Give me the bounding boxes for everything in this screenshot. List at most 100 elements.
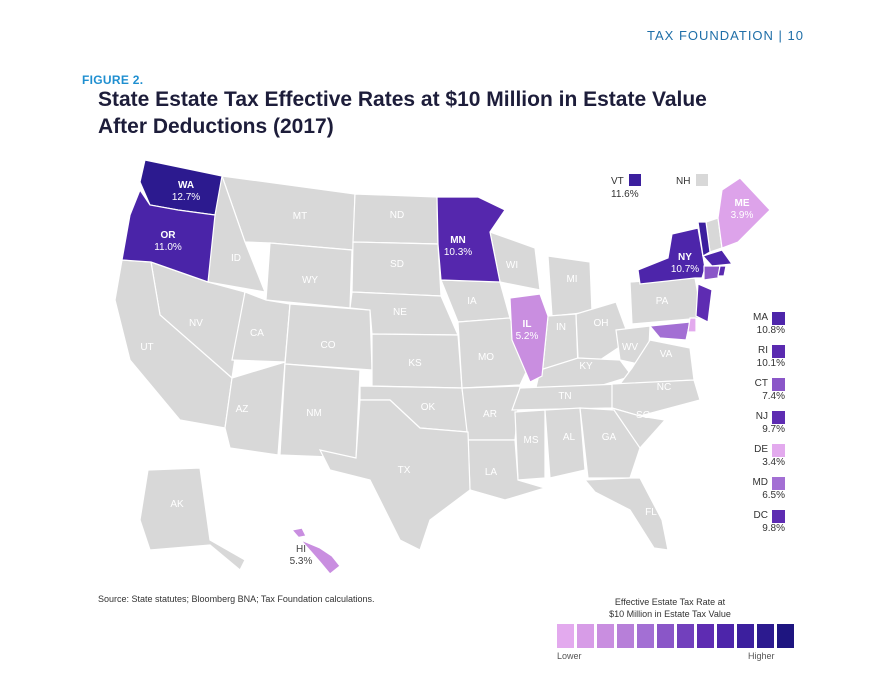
ne-rate: 10.1% (756, 358, 785, 369)
state-IL[interactable] (509, 293, 549, 383)
label-WA: WA (178, 180, 194, 191)
ne-swatch (772, 312, 785, 325)
label-AK: AK (170, 499, 184, 510)
label-CA: UT (140, 342, 153, 353)
state-NC[interactable] (611, 379, 701, 417)
ne-rate: 7.4% (762, 391, 785, 402)
scale-swatch (757, 624, 774, 648)
label-TX: TX (398, 465, 411, 476)
ne-abbr: NJ (755, 411, 768, 422)
state-MA[interactable] (701, 249, 734, 267)
state-HI[interactable] (290, 527, 341, 575)
figure-label: FIGURE 2. (82, 73, 144, 87)
label-SC: SC (636, 410, 650, 421)
ne-rate: 6.5% (762, 490, 785, 501)
label-WI: WI (506, 260, 518, 271)
figure-title: State Estate Tax Effective Rates at $10 … (98, 88, 707, 138)
label-MT: MT (293, 211, 307, 222)
state-OH[interactable] (575, 301, 631, 361)
label-MI: MI (566, 274, 577, 285)
state-FL[interactable] (583, 477, 669, 551)
label-KY: KY (579, 361, 593, 372)
label-IA: IA (467, 296, 477, 307)
state-ME[interactable] (717, 177, 771, 249)
label-ND: ND (390, 210, 404, 221)
label-OK: OK (421, 402, 436, 413)
nh-key: NH (676, 174, 709, 187)
ne-item-DE: DE 3.4% (740, 444, 785, 477)
state-RI[interactable] (717, 265, 727, 277)
scale-swatch (617, 624, 634, 648)
ne-item-CT: CT 7.4% (740, 378, 785, 411)
label-NV: NV (189, 318, 203, 329)
label-PA: PA (656, 296, 669, 307)
ne-abbr: RI (758, 345, 768, 356)
state-NJ[interactable] (695, 283, 713, 323)
header-brand: TAX FOUNDATION | 10 (647, 28, 804, 43)
label-OR: OR (161, 230, 177, 241)
scale-swatch (677, 624, 694, 648)
ne-item-NJ: NJ 9.7% (740, 411, 785, 444)
vt-key-abbr: VT (611, 176, 624, 187)
label-WV: WV (622, 342, 638, 353)
scale-swatch (577, 624, 594, 648)
color-scale (557, 624, 794, 648)
nh-key-swatch (696, 174, 709, 186)
ne-rate: 10.8% (756, 325, 785, 336)
ne-abbr: CT (754, 378, 768, 389)
state-AK[interactable] (139, 467, 246, 571)
scale-lower-label: Lower (557, 651, 582, 661)
legend-title: Effective Estate Tax Rate at $10 Million… (560, 596, 780, 620)
ne-abbr: DE (754, 444, 768, 455)
ne-item-MD: MD 6.5% (740, 477, 785, 510)
label-NY: NY (678, 252, 692, 263)
label-MN: MN (450, 235, 466, 246)
state-MS[interactable] (514, 409, 546, 481)
ne-rate: 3.4% (762, 457, 785, 468)
label-MS: MS (524, 435, 539, 446)
label-SD: SD (390, 259, 404, 270)
state-MI[interactable] (547, 255, 593, 317)
label-AZ: AZ (236, 404, 249, 415)
state-CO[interactable] (284, 303, 373, 371)
scale-swatch (717, 624, 734, 648)
state-MD[interactable] (648, 321, 691, 341)
vt-key-rate: 11.6% (611, 189, 639, 200)
scale-swatch (637, 624, 654, 648)
state-DE[interactable] (687, 317, 697, 333)
label-KS: KS (408, 358, 422, 369)
ne-abbr: MD (752, 477, 768, 488)
ne-swatch (772, 444, 785, 457)
source-note: Source: State statutes; Bloomberg BNA; T… (98, 594, 375, 604)
vt-key: VT 11.6% (611, 174, 642, 200)
state-NY[interactable] (637, 227, 706, 285)
label-GA: GA (602, 432, 617, 443)
label-IL: IL (523, 319, 532, 330)
ne-swatch (772, 345, 785, 358)
scale-swatch (557, 624, 574, 648)
state-GA[interactable] (579, 407, 641, 479)
state-MN[interactable] (436, 196, 506, 283)
ne-item-MA: MA 10.8% (740, 312, 785, 345)
state-TX[interactable] (318, 399, 471, 551)
state-AL[interactable] (544, 407, 586, 479)
scale-swatch (657, 624, 674, 648)
label-NE: NE (393, 307, 407, 318)
scale-swatch (777, 624, 794, 648)
rate-IL: 5.2% (516, 331, 539, 342)
ne-swatch (772, 510, 785, 523)
rate-NY: 10.7% (671, 264, 699, 275)
state-AZ[interactable] (224, 361, 286, 456)
label-MO: MO (478, 352, 494, 363)
state-OR[interactable] (121, 188, 216, 283)
label-ID: ID (231, 253, 241, 264)
ne-rate: 9.8% (762, 523, 785, 534)
label-OH: OH (594, 318, 609, 329)
label-CO: CO (321, 340, 336, 351)
state-VT[interactable] (697, 221, 711, 257)
state-MO[interactable] (457, 317, 529, 389)
state-CT[interactable] (703, 265, 721, 281)
state-VA[interactable] (618, 339, 695, 385)
ne-item-RI: RI 10.1% (740, 345, 785, 378)
